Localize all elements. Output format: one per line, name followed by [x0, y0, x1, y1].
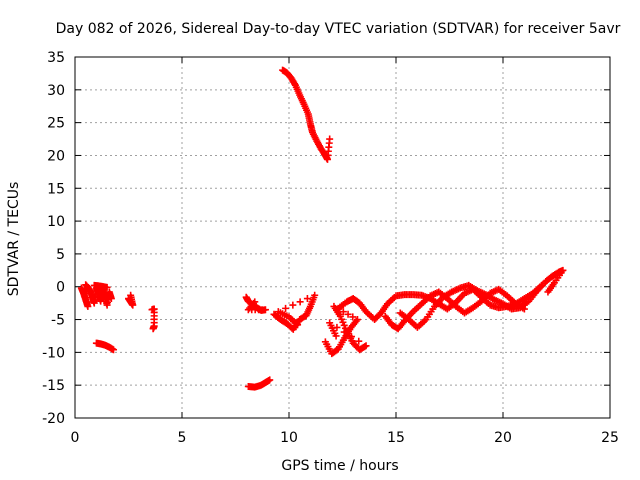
data-point — [282, 304, 290, 312]
chart-title: Day 082 of 2026, Sidereal Day-to-day VTE… — [56, 21, 621, 37]
data-points — [77, 66, 567, 391]
data-point — [353, 316, 361, 324]
series-mid-cluster-b — [321, 302, 370, 358]
x-tick-label: 20 — [494, 430, 512, 446]
data-point — [110, 346, 118, 354]
data-point — [149, 325, 157, 333]
y-tick-label: -20 — [42, 411, 65, 427]
series-mid-cluster-e — [396, 266, 567, 331]
y-tick-label: 15 — [47, 181, 65, 197]
data-point — [303, 295, 311, 303]
y-tick-label: 5 — [56, 247, 65, 263]
data-point — [251, 298, 259, 306]
y-tick-label: -10 — [42, 345, 65, 361]
data-point — [349, 313, 357, 321]
data-point — [294, 321, 302, 329]
grid — [75, 57, 610, 418]
y-tick-label: 0 — [56, 280, 65, 296]
data-point — [289, 301, 297, 309]
y-tick-label: -5 — [51, 313, 65, 329]
x-tick-label: 0 — [71, 430, 80, 446]
series-mid-cluster-a — [270, 291, 319, 333]
tick-labels: 0 5 10 15 20 25 -20 -15 -10 -5 0 5 10 15 20 25 30 35 — [42, 50, 619, 446]
data-point — [332, 332, 340, 340]
data-point — [296, 298, 304, 306]
data-point — [103, 283, 111, 291]
series-mid-cluster-d — [381, 285, 528, 333]
data-point — [347, 333, 355, 341]
data-point — [362, 342, 370, 350]
data-point — [266, 376, 274, 384]
x-axis-title: GPS time / hours — [281, 458, 398, 474]
series-short-early — [125, 291, 137, 309]
plot-frame — [74, 56, 611, 419]
series-cluster-early — [77, 281, 115, 310]
x-tick-label: 25 — [601, 430, 619, 446]
y-tick-label: 20 — [47, 148, 65, 164]
data-point — [326, 135, 334, 143]
y-tick-label: 30 — [47, 83, 65, 99]
y-tick-label: -15 — [42, 378, 65, 394]
series-short-early-2 — [148, 305, 158, 333]
data-point — [127, 291, 135, 299]
series-morning-block — [242, 293, 269, 314]
series-low-track — [244, 376, 274, 391]
x-tick-label: 5 — [178, 430, 187, 446]
y-tick-label: 10 — [47, 214, 65, 230]
data-point — [311, 291, 319, 299]
data-point — [544, 288, 552, 296]
data-point — [344, 310, 352, 318]
x-tick-label: 10 — [280, 430, 298, 446]
y-tick-label: 25 — [47, 116, 65, 132]
data-point — [355, 337, 363, 345]
series-early-dip — [92, 339, 118, 354]
data-point — [340, 328, 348, 336]
y-tick-label: 35 — [47, 50, 65, 66]
y-axis-title: SDTVAR / TECUs — [6, 182, 22, 297]
x-tick-label: 15 — [387, 430, 405, 446]
series-high-pass — [279, 66, 334, 163]
